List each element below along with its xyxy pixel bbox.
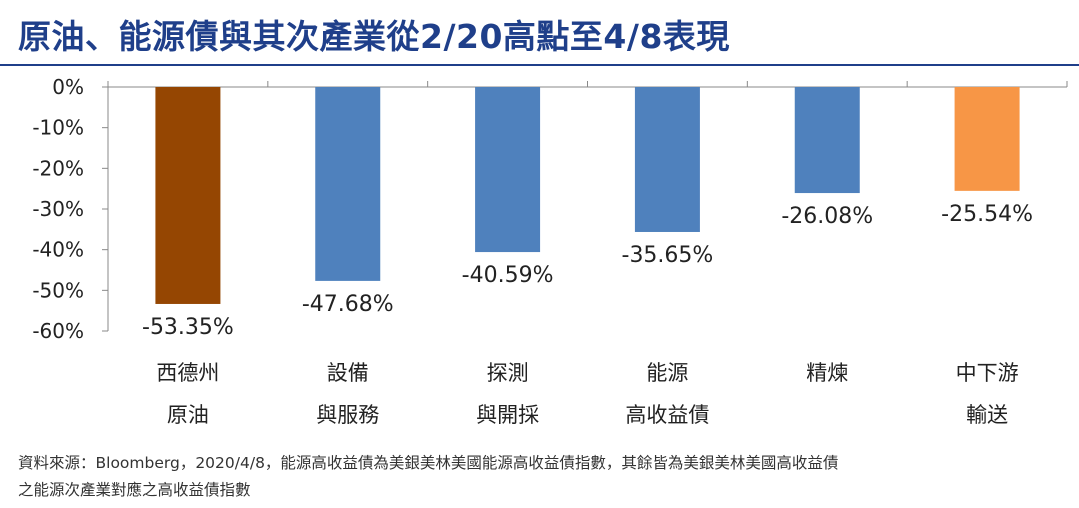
category-label: 與服務: [316, 403, 379, 427]
data-label: -25.54%: [941, 202, 1033, 227]
data-label: -47.68%: [302, 292, 394, 317]
y-tick-label: -40%: [32, 238, 84, 262]
y-tick-label: -50%: [32, 278, 84, 302]
category-label: 高收益債: [625, 403, 709, 427]
category-label: 原油: [167, 403, 209, 427]
y-tick-label: -30%: [32, 197, 84, 221]
category-label: 西德州: [156, 361, 219, 385]
title-underline: [0, 64, 1079, 66]
y-tick-label: -60%: [32, 319, 84, 343]
category-label: 能源: [646, 361, 688, 385]
category-label: 設備: [327, 361, 369, 385]
y-tick-label: -10%: [32, 116, 84, 140]
source-note: 資料來源：Bloomberg，2020/4/8，能源高收益債為美銀美林美國能源高…: [18, 450, 1068, 504]
source-line-2: 之能源次產業對應之高收益債指數: [18, 481, 251, 499]
category-label: 與開採: [476, 403, 539, 427]
bar: [315, 87, 381, 281]
source-line-1: 資料來源：Bloomberg，2020/4/8，能源高收益債為美銀美林美國能源高…: [18, 454, 839, 472]
chart-title: 原油、能源債與其次產業從2/20高點至4/8表現: [18, 17, 730, 56]
category-label: 中下游: [956, 361, 1019, 385]
y-tick-label: 0%: [52, 75, 84, 99]
category-label: 輸送: [966, 403, 1008, 427]
bar: [155, 87, 221, 304]
data-label: -53.35%: [142, 315, 234, 340]
y-tick-label: -20%: [32, 156, 84, 180]
bar: [954, 87, 1020, 191]
bar: [634, 87, 700, 232]
data-label: -35.65%: [622, 243, 714, 268]
category-label: 探測: [487, 361, 529, 385]
bar: [794, 87, 860, 194]
data-label: -40.59%: [462, 263, 554, 288]
category-label: 精煉: [806, 361, 848, 385]
data-label: -26.08%: [781, 204, 873, 229]
bar: [475, 87, 541, 253]
